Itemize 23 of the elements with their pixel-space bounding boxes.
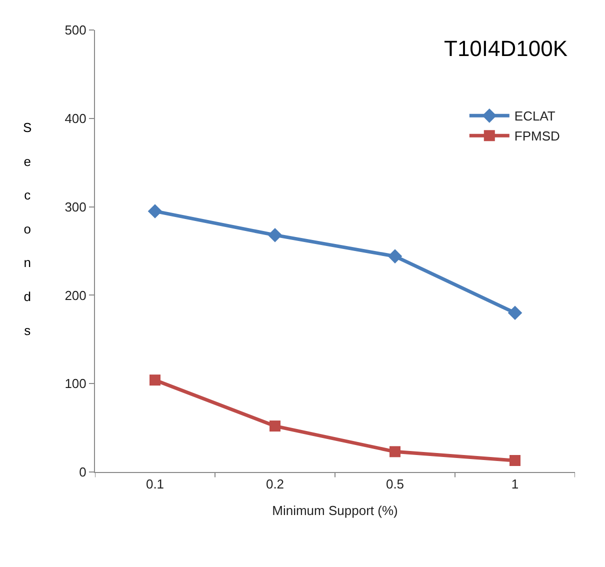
point [268,228,282,242]
x-axis-title: Minimum Support (%) [272,503,398,518]
point [388,249,402,264]
point [148,204,162,218]
point [390,446,400,458]
y-tick-label: 100 [64,376,86,392]
point [510,455,520,466]
point [270,420,280,432]
point [150,374,160,386]
x-tick-label: 0.5 [386,476,404,492]
point [508,306,522,320]
y-tick-label: 300 [64,199,86,214]
text: Seconds [23,120,32,338]
y-tick-label: 0 [79,464,86,480]
y-tick-label: 200 [64,288,86,303]
x-tick-label: 0.2 [266,476,284,492]
chart-title: T10I4D100K [444,36,568,61]
x-tick-label: 0.1 [146,476,164,492]
legend-label: ECLAT [514,108,556,124]
y-tick-label: 500 [64,22,86,38]
y-tick-label: 400 [64,110,86,126]
legend-label: FPMSD [514,128,560,144]
x-tick-label: 1 [511,476,519,492]
